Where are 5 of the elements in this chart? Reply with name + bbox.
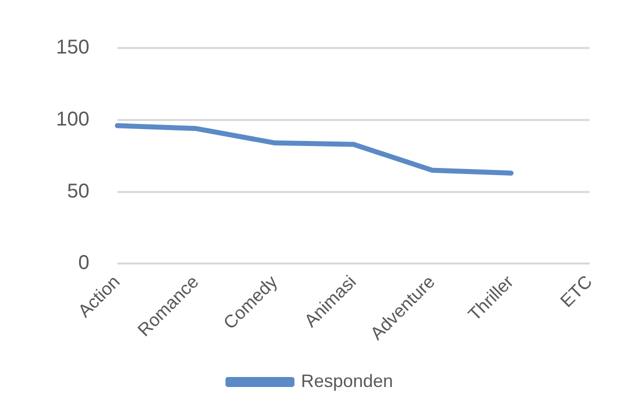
y-tick-label: 50 — [67, 180, 90, 202]
y-tick-label: 100 — [56, 108, 90, 130]
y-tick-label: 150 — [56, 36, 90, 59]
legend-label: Responden — [300, 370, 394, 391]
y-tick-label: 0 — [78, 252, 90, 274]
